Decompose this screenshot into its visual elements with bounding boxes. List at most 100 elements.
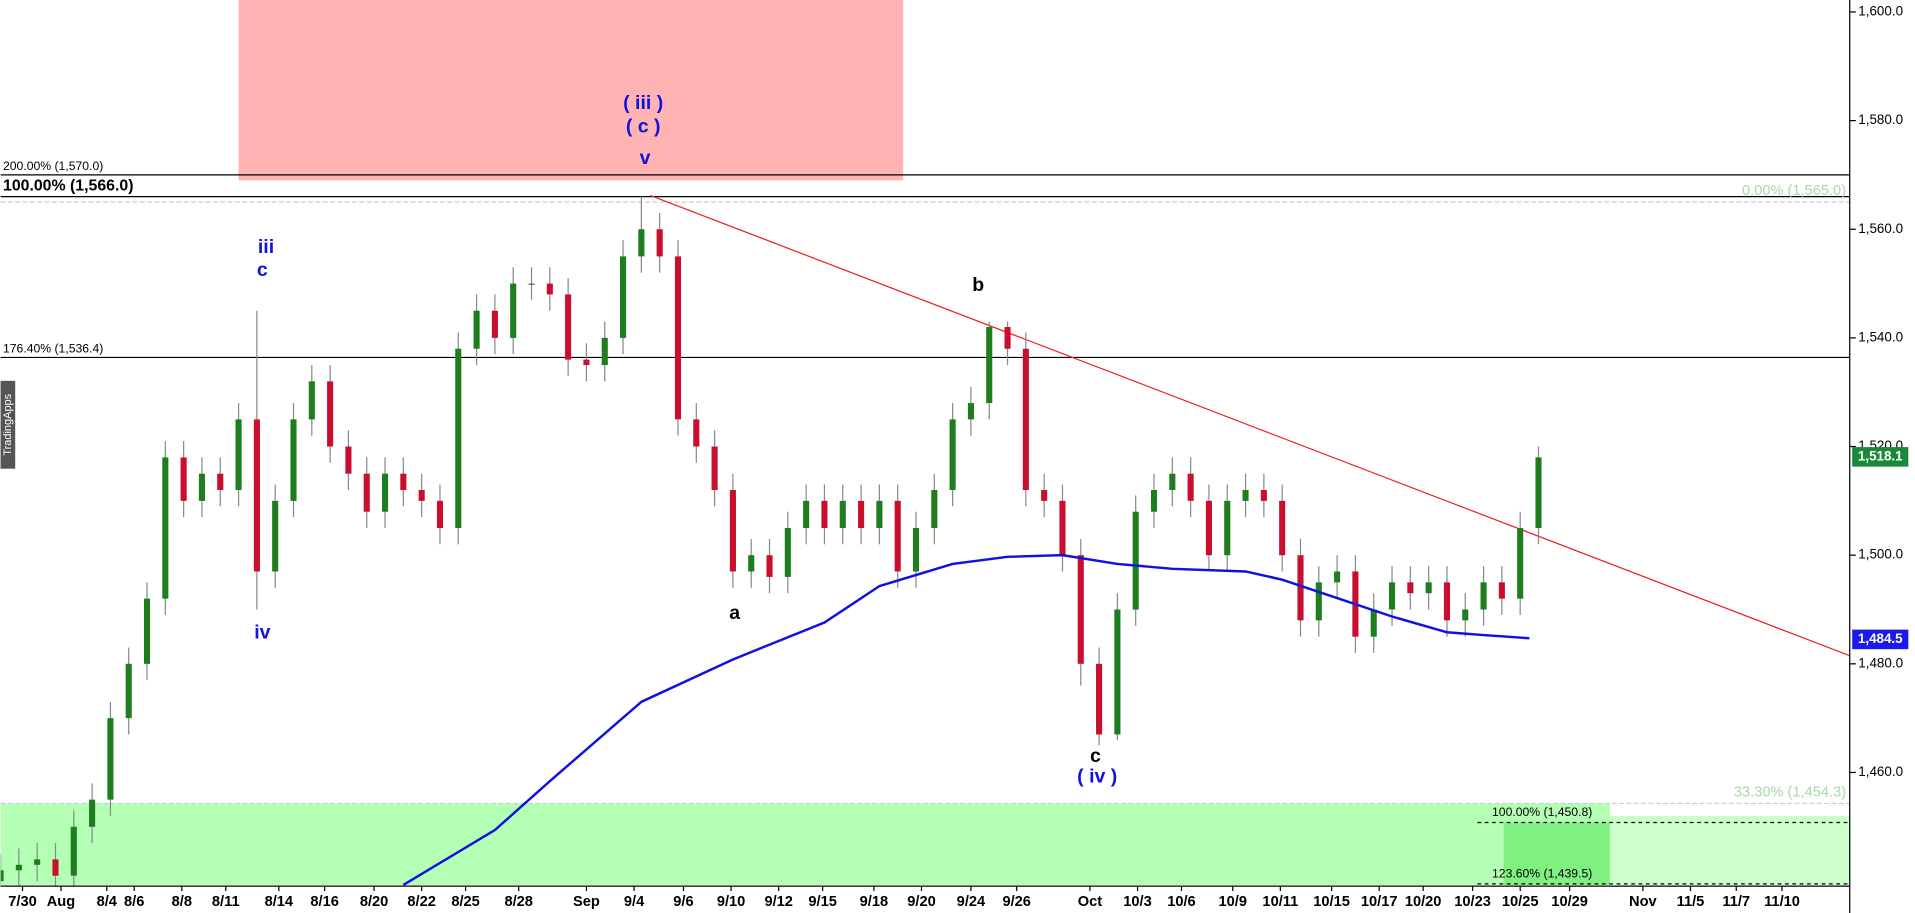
candle-body <box>931 489 938 529</box>
zone <box>0 803 1610 885</box>
candle-body <box>546 283 553 295</box>
candle-body <box>803 500 810 529</box>
y-tick-label: 1,580.0 <box>1858 112 1903 127</box>
candle-body <box>1041 489 1048 501</box>
wave-label: b <box>972 274 984 296</box>
candle-body <box>1279 500 1286 556</box>
level-label: 0.00% (1,565.0) <box>1742 183 1846 199</box>
x-tick-label: 9/24 <box>957 894 986 910</box>
x-tick-label: 11/7 <box>1722 894 1750 910</box>
watermark: TradingApps <box>2 393 14 455</box>
x-tick-label: Sep <box>573 894 600 910</box>
candle-body <box>491 310 498 338</box>
candle-body <box>1517 528 1524 599</box>
x-tick-label: 9/15 <box>808 894 836 910</box>
x-tick-label: 10/3 <box>1123 894 1151 910</box>
candle-body <box>674 256 682 420</box>
x-tick-label: 8/16 <box>310 894 338 910</box>
level-label: 100.00% (1,450.8) <box>1492 805 1592 819</box>
candle-body <box>162 457 169 599</box>
candle-body <box>1059 500 1066 556</box>
x-tick-label: 9/20 <box>907 894 935 910</box>
wave-label: c <box>1090 745 1101 767</box>
candle-body <box>1407 582 1414 594</box>
candle-body <box>729 489 736 572</box>
y-tick-label: 1,480.0 <box>1858 655 1903 670</box>
candle-body <box>1077 555 1084 664</box>
price-badge-label: 1,518.1 <box>1858 448 1903 463</box>
x-tick-label: 9/26 <box>1002 894 1030 910</box>
x-tick-label: 10/29 <box>1551 894 1588 910</box>
candle-body <box>107 718 114 800</box>
x-tick-label: 9/12 <box>764 894 792 910</box>
candle-body <box>1096 663 1103 735</box>
trendline <box>650 194 1850 657</box>
candle-body <box>1224 500 1231 556</box>
candle-body <box>1388 582 1396 610</box>
candle-body <box>912 528 920 572</box>
candle-body <box>327 381 334 447</box>
x-tick-label: 10/15 <box>1313 894 1350 910</box>
candle-body <box>967 403 974 420</box>
zone <box>1609 815 1850 885</box>
candle-body <box>217 473 224 490</box>
candle-body <box>1334 571 1341 583</box>
candle-body <box>1480 582 1487 610</box>
wave-label: a <box>729 602 740 624</box>
candle-body <box>1205 500 1212 556</box>
wave-label: ( c ) <box>626 115 661 137</box>
watermark-tab <box>0 380 16 469</box>
candle-body <box>876 500 883 529</box>
candle-body <box>180 457 187 501</box>
candle-body <box>601 337 608 366</box>
x-tick-label: 8/8 <box>172 894 192 910</box>
price-badge <box>1852 629 1909 650</box>
candle-body <box>1022 348 1029 490</box>
candle-body <box>620 256 627 338</box>
candle-body <box>638 229 645 257</box>
candle-body <box>528 283 535 285</box>
candle-body <box>235 419 242 490</box>
candle-body <box>986 327 993 404</box>
candle-body <box>1187 473 1194 501</box>
candle-body <box>1150 489 1158 512</box>
candle-body <box>821 500 828 529</box>
x-tick-label: 8/22 <box>407 894 435 910</box>
x-tick-label: 8/20 <box>360 894 388 910</box>
x-tick-label: Oct <box>1078 894 1103 910</box>
candle-body <box>0 870 4 882</box>
x-tick-label: 8/6 <box>124 894 144 910</box>
candle-body <box>510 283 517 338</box>
candle-body <box>418 489 425 501</box>
wave-label: ( iv ) <box>1077 766 1117 788</box>
candle-body <box>1425 582 1432 594</box>
candle-body <box>1242 489 1249 501</box>
level-label: 33.30% (1,454.3) <box>1734 784 1846 800</box>
candle-body <box>308 381 315 420</box>
x-tick-label: 10/20 <box>1405 894 1442 910</box>
candle-body <box>656 229 663 257</box>
candle-body <box>70 826 77 876</box>
candle-body <box>15 864 22 871</box>
candle-body <box>1004 327 1011 349</box>
level-label: 176.40% (1,536.4) <box>3 342 103 356</box>
zone <box>1503 822 1610 885</box>
candle-body <box>290 419 297 501</box>
x-tick-label: 10/25 <box>1502 894 1539 910</box>
candle-body <box>89 799 96 827</box>
wave-label: iv <box>254 622 270 644</box>
candle-body <box>381 473 389 512</box>
x-tick-label: 11/5 <box>1677 894 1705 910</box>
candle-body <box>894 500 901 572</box>
candle-body <box>143 598 151 664</box>
level-label: 200.00% (1,570.0) <box>3 159 103 173</box>
candle-body <box>34 859 41 865</box>
level-label: 100.00% (1,566.0) <box>3 178 134 195</box>
x-tick-label: 10/23 <box>1454 894 1491 910</box>
wave-label: iii <box>258 236 274 258</box>
candle-body <box>1315 582 1322 621</box>
x-tick-label: 10/9 <box>1219 894 1247 910</box>
x-tick-label: 10/17 <box>1361 894 1398 910</box>
candle-body <box>1114 609 1121 735</box>
x-tick-label: 9/4 <box>624 894 645 910</box>
